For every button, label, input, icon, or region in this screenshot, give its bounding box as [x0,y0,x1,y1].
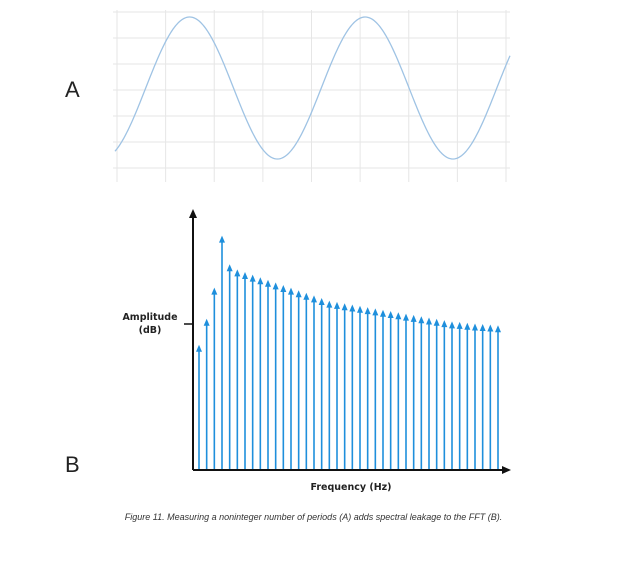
fft-bar-arrowhead [234,269,241,277]
fft-bar [380,309,386,469]
fft-bar-arrowhead [318,298,325,305]
y-axis-label-line1: Amplitude [122,312,177,323]
fft-bar [364,307,371,469]
fft-bar-arrowhead [418,316,425,324]
fft-bar-arrowhead [426,317,432,325]
fft-bar-arrowhead [433,318,440,326]
fft-bar-arrowhead [272,282,279,290]
fft-bar-arrowhead [349,304,356,312]
fft-bar-arrowhead [357,305,363,313]
fft-bar-arrowhead [226,264,233,272]
fft-bar [433,318,440,469]
fft-bar [441,320,448,469]
fft-bar [449,321,455,469]
fft-bar [334,301,340,469]
sine-wave-line [114,16,511,160]
fft-bar-arrowhead [472,323,478,331]
x-axis-label: Frequency (Hz) [310,482,391,493]
fft-bar-arrowhead [219,235,225,243]
x-axis-arrowhead [502,466,511,474]
fft-bar [196,344,202,469]
fft-bar-arrowhead [487,324,494,332]
fft-bar [288,287,294,469]
fft-bar-arrowhead [387,311,394,318]
fft-bar [265,279,271,469]
fft-bar-arrowhead [441,320,448,328]
fft-bar-arrowhead [249,274,256,282]
fft-bar-arrowhead [372,308,379,316]
fft-bar [357,305,363,469]
fft-bar-arrowhead [295,290,302,298]
fft-bar-arrowhead [211,287,218,295]
fft-bar-arrowhead [334,301,340,309]
panel-a-sine-chart [113,10,511,182]
fft-bar [211,287,218,469]
fft-bar [472,323,478,469]
fft-bar [410,314,417,469]
panel-b-letter: B [65,452,80,477]
fft-bar [203,318,210,469]
fft-bars [196,235,501,469]
fft-bar-arrowhead [303,292,310,300]
figure-caption: Figure 11. Measuring a noninteger number… [124,512,503,522]
fft-bar [395,312,402,469]
fft-bar-arrowhead [380,309,386,317]
y-axis-arrowhead [189,209,197,218]
fft-bar-arrowhead [311,295,317,303]
fft-bar-arrowhead [495,325,501,333]
fft-bar-arrowhead [464,322,471,330]
fft-bar [341,303,348,469]
fft-bar [318,298,325,469]
fft-bar [303,292,310,469]
fft-bar-arrowhead [203,318,210,326]
fft-bar [418,316,425,469]
fft-bar-arrowhead [403,313,409,321]
fft-bar [403,313,409,469]
fft-bar-arrowhead [364,307,371,315]
fft-bar-arrowhead [395,312,402,320]
fft-bar [295,290,302,469]
fft-bar [326,300,333,469]
fft-bar [311,295,317,469]
fft-bar [372,308,379,469]
fft-bar-arrowhead [280,285,287,292]
fft-bar-arrowhead [456,321,463,329]
fft-bar [349,304,356,469]
fft-bar-arrowhead [265,279,271,287]
fft-bar [219,235,225,469]
fft-bar [487,324,494,469]
panel-b-fft-chart: Amplitude (dB) Frequency (Hz) [122,209,511,493]
fft-bar-arrowhead [288,287,294,295]
fft-bar-arrowhead [196,344,202,352]
fft-bar [234,269,241,469]
fft-bar-arrowhead [326,300,333,308]
fft-bar [464,322,471,469]
fft-bar-arrowhead [479,324,486,331]
fft-bar-arrowhead [341,303,348,311]
fft-bar [280,285,287,469]
fft-bar-arrowhead [242,272,248,279]
fft-bar [426,317,432,469]
y-axis-label-line2: (dB) [139,325,162,336]
fft-bar-arrowhead [257,277,264,285]
sine-grid [113,10,510,182]
fft-bar [242,272,248,469]
fft-bar [226,264,233,469]
fft-bar [456,321,463,469]
fft-bar [272,282,279,469]
fft-bar [257,277,264,469]
fft-bar [495,325,501,469]
fft-bar-arrowhead [449,321,455,329]
fft-bar [479,324,486,469]
fft-bar-arrowhead [410,314,417,322]
fft-bar [387,311,394,469]
fft-bar [249,274,256,469]
panel-a-letter: A [65,77,80,102]
